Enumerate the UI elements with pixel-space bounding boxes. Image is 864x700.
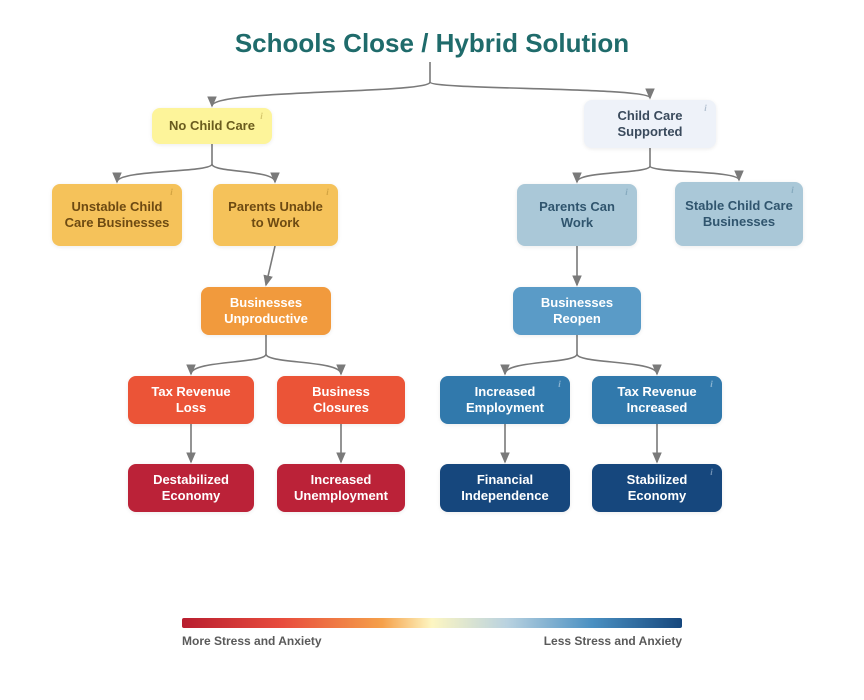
stress-legend: More Stress and Anxiety Less Stress and … bbox=[182, 618, 682, 648]
info-icon[interactable]: i bbox=[554, 379, 565, 390]
node-label: Unstable Child Care Businesses bbox=[62, 199, 172, 232]
node-stabilized: Stabilized Economyi bbox=[592, 464, 722, 512]
node-inc-employment: Increased Employmenti bbox=[440, 376, 570, 424]
node-label: Parents Can Work bbox=[527, 199, 627, 232]
node-label: Business Closures bbox=[287, 384, 395, 417]
info-icon[interactable]: i bbox=[621, 187, 632, 198]
node-tax-loss: Tax Revenue Loss bbox=[128, 376, 254, 424]
node-label: Businesses Reopen bbox=[523, 295, 631, 328]
node-parents-unable: Parents Unable to Worki bbox=[213, 184, 338, 246]
node-label: Tax Revenue Loss bbox=[138, 384, 244, 417]
legend-left-label: More Stress and Anxiety bbox=[182, 634, 322, 648]
page-title: Schools Close / Hybrid Solution bbox=[235, 28, 629, 59]
node-inc-unemployment: Increased Unemployment bbox=[277, 464, 405, 512]
node-tax-increased: Tax Revenue Increasedi bbox=[592, 376, 722, 424]
node-parents-can-work: Parents Can Worki bbox=[517, 184, 637, 246]
node-label: Stable Child Care Businesses bbox=[685, 198, 793, 231]
node-label: Child Care Supported bbox=[594, 108, 706, 141]
node-label: Increased Employment bbox=[450, 384, 560, 417]
node-label: Increased Unemployment bbox=[287, 472, 395, 505]
node-no-child-care: No Child Carei bbox=[152, 108, 272, 144]
node-destabilized: Destabilized Economy bbox=[128, 464, 254, 512]
node-label: Tax Revenue Increased bbox=[602, 384, 712, 417]
node-stable-ccb: Stable Child Care Businesses i bbox=[675, 182, 803, 246]
node-label: No Child Care bbox=[169, 118, 255, 134]
node-fin-independence: Financial Independence bbox=[440, 464, 570, 512]
node-biz-closures: Business Closures bbox=[277, 376, 405, 424]
node-label: Financial Independence bbox=[450, 472, 560, 505]
node-unstable-ccb: Unstable Child Care Businessesi bbox=[52, 184, 182, 246]
info-icon[interactable]: i bbox=[706, 467, 717, 478]
info-icon[interactable]: i bbox=[700, 103, 711, 114]
node-label: Parents Unable to Work bbox=[223, 199, 328, 232]
connector-layer bbox=[0, 0, 864, 700]
node-child-care-supported: Child Care Supportedi bbox=[584, 100, 716, 148]
info-icon[interactable]: i bbox=[166, 187, 177, 198]
node-label: Destabilized Economy bbox=[138, 472, 244, 505]
info-icon[interactable]: i bbox=[322, 187, 333, 198]
legend-gradient-bar bbox=[182, 618, 682, 628]
node-biz-reopen: Businesses Reopen bbox=[513, 287, 641, 335]
info-icon[interactable]: i bbox=[787, 185, 798, 196]
node-label: Stabilized Economy bbox=[602, 472, 712, 505]
legend-right-label: Less Stress and Anxiety bbox=[544, 634, 682, 648]
info-icon[interactable]: i bbox=[706, 379, 717, 390]
node-biz-unproductive: Businesses Unproductive bbox=[201, 287, 331, 335]
info-icon[interactable]: i bbox=[256, 111, 267, 122]
node-label: Businesses Unproductive bbox=[211, 295, 321, 328]
